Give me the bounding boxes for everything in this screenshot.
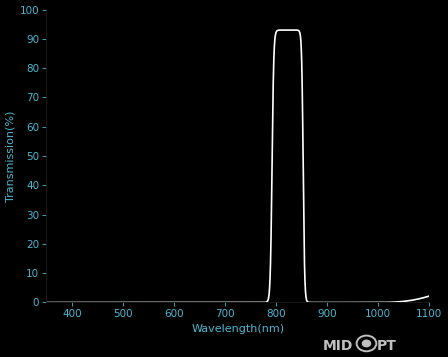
X-axis label: Wavelength(nm): Wavelength(nm) <box>191 323 284 333</box>
Text: PT: PT <box>376 340 396 353</box>
Text: MID: MID <box>323 340 353 353</box>
Y-axis label: Transmission(%): Transmission(%) <box>5 110 16 202</box>
